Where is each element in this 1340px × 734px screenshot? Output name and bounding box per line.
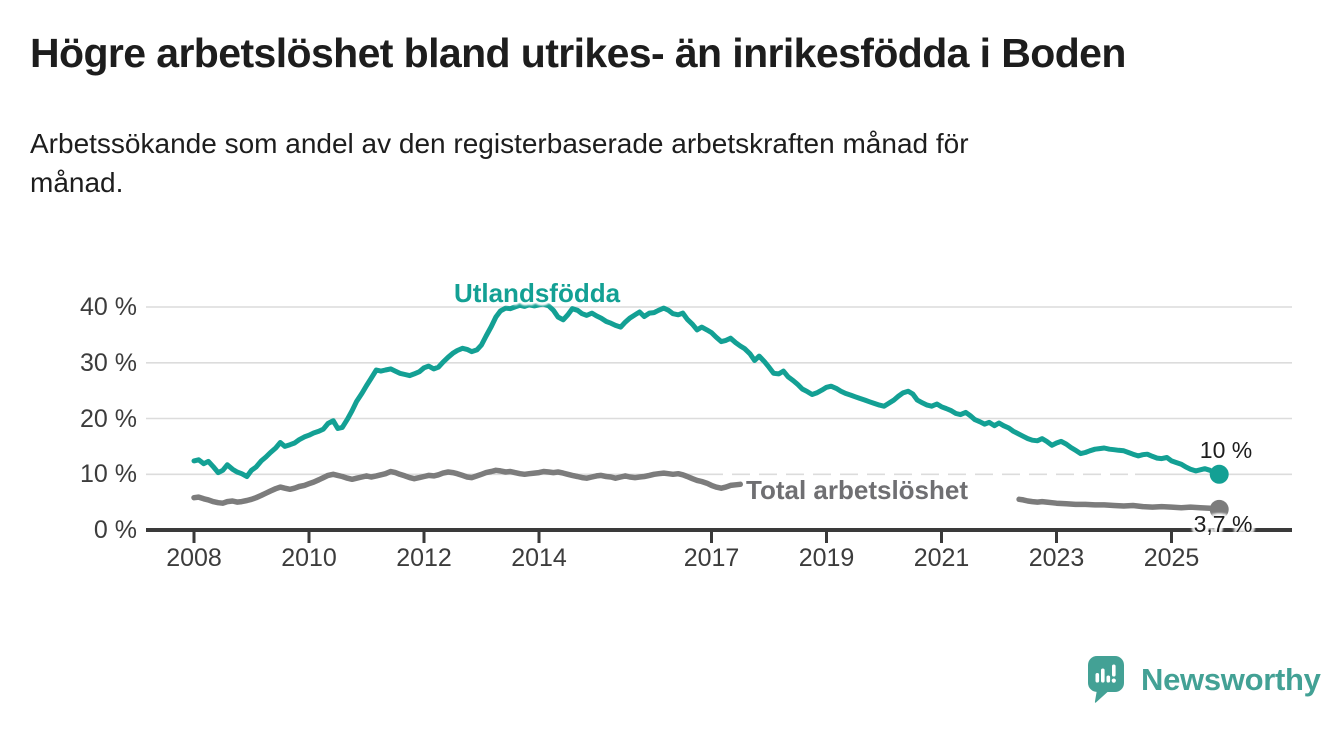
series-end-dot — [1209, 464, 1229, 484]
chart-subtitle-line-2: månad. — [30, 167, 124, 198]
series-end-dot — [1209, 499, 1229, 519]
series-label-utlandsfodda: Utlandsfödda — [453, 278, 621, 308]
y-axis-tick-label: 20 % — [80, 404, 137, 433]
x-axis-tick-label: 2014 — [511, 544, 567, 572]
newsworthy-logo-text: Newsworthy — [1141, 662, 1321, 697]
x-axis-tick-label: 2019 — [798, 544, 855, 572]
x-axis-tick-label: 2017 — [683, 544, 740, 572]
x-axis-tick-label: 2012 — [396, 544, 452, 572]
series-line — [191, 301, 1222, 479]
x-axis-tick-label: 2021 — [913, 544, 970, 572]
x-axis-tick-label: 2023 — [1028, 544, 1085, 572]
newsworthy-logo[interactable]: Newsworthy — [1088, 656, 1321, 704]
series-line — [1016, 496, 1222, 513]
end-value-label-total-arbetsloshet: 3,7 % — [1193, 511, 1253, 537]
series-label-total-arbetsloshet: Total arbetslöshet — [746, 475, 969, 505]
y-axis-tick-label: 40 % — [80, 293, 137, 321]
chart-title: Högre arbetslöshet bland utrikes- än inr… — [30, 30, 1126, 76]
x-axis-tick-label: 2008 — [166, 544, 222, 572]
chart-subtitle: Arbetssökande som andel av den registerb… — [30, 124, 1230, 202]
newsworthy-logo-icon — [1088, 656, 1128, 704]
x-axis-tick-label: 2025 — [1143, 544, 1200, 572]
y-axis-tick-label: 10 % — [80, 460, 137, 489]
y-axis-tick-label: 30 % — [80, 348, 137, 377]
chart-subtitle-line-1: Arbetssökande som andel av den registerb… — [30, 128, 969, 159]
end-value-label-utlandsfodda: 10 % — [1199, 437, 1253, 463]
series-line — [191, 467, 744, 506]
x-axis-tick-label: 2010 — [281, 544, 337, 572]
y-axis-tick-label: 0 % — [93, 516, 137, 544]
